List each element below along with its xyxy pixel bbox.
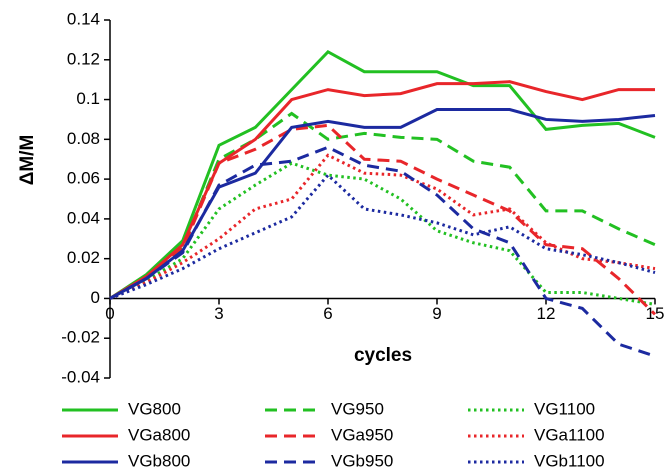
legend-label: VGa950	[331, 425, 393, 444]
series-line	[109, 153, 656, 300]
y-tick-label: 0.1	[76, 89, 100, 108]
legend-label: VGb950	[331, 451, 393, 470]
y-tick-label: 0.08	[67, 129, 100, 148]
legend-label: VG950	[331, 399, 384, 418]
y-tick-label: 0.04	[67, 208, 100, 227]
y-tick-label: 0.12	[67, 49, 100, 68]
legend-label: VG1100	[534, 399, 595, 418]
series-line	[109, 108, 656, 300]
y-tick-label: 0.06	[67, 169, 100, 188]
x-axis-label: cycles	[354, 345, 412, 366]
legend-label: VGb800	[128, 451, 190, 470]
y-tick-label: 0.14	[67, 9, 100, 28]
series-line	[109, 111, 656, 300]
x-tick-label: 9	[432, 304, 441, 323]
x-tick-label: 0	[105, 304, 114, 323]
series-line	[109, 49, 656, 300]
y-axis-label: ΔM/M	[17, 135, 38, 186]
x-tick-label: 6	[323, 304, 332, 323]
legend-label: VGa800	[128, 425, 190, 444]
legend-label: VG800	[128, 399, 181, 418]
x-tick-label: 12	[537, 304, 556, 323]
y-tick-label: -0.02	[61, 328, 100, 347]
y-tick-label: 0.02	[67, 248, 100, 267]
series-line	[109, 145, 656, 358]
y-tick-label: 0	[91, 288, 100, 307]
x-tick-label: 3	[214, 304, 223, 323]
series-line	[109, 123, 657, 316]
legend-label: VGb1100	[534, 451, 605, 470]
legend-label: VGa1100	[534, 425, 605, 444]
y-tick-label: -0.04	[61, 367, 100, 386]
series-line	[109, 161, 656, 306]
